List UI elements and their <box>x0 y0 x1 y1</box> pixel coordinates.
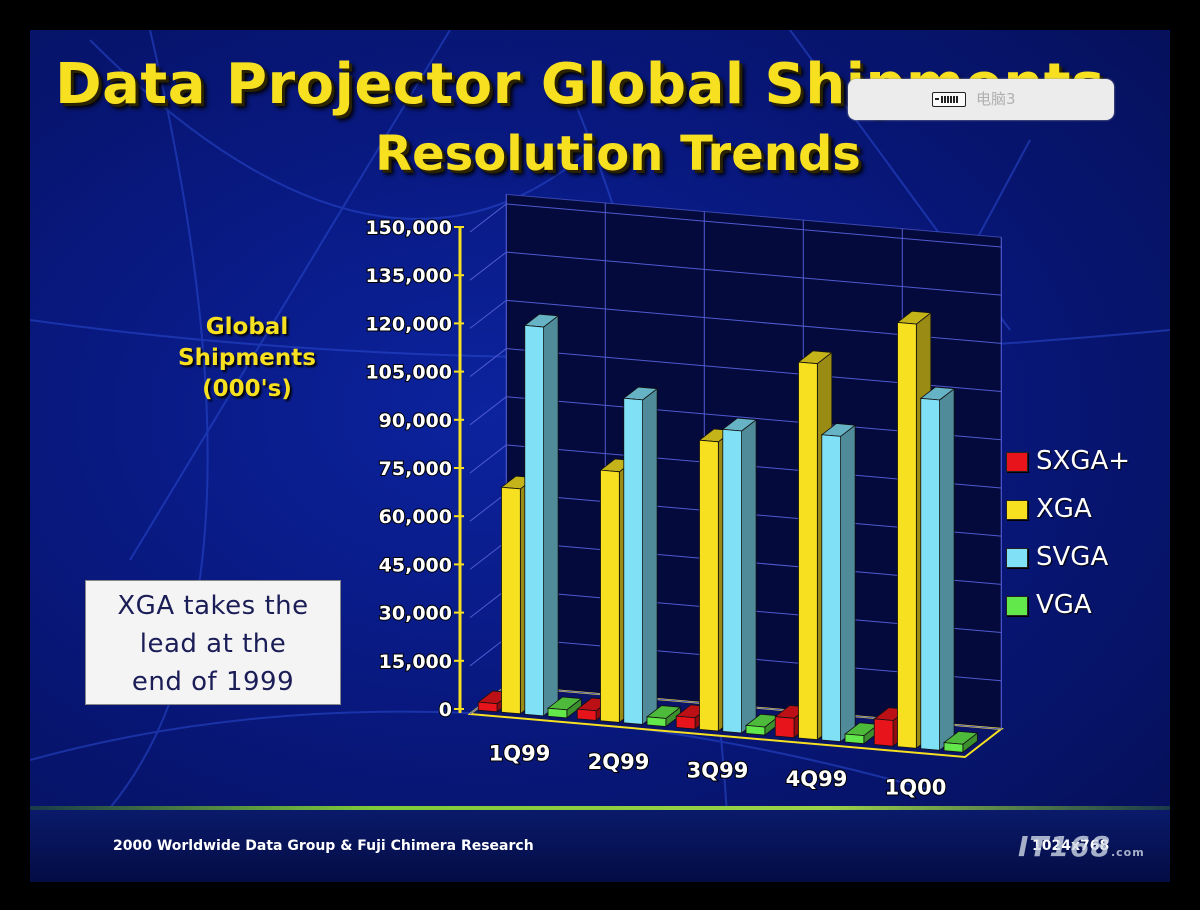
gridline <box>469 637 507 667</box>
y-tick-label: 45,000 <box>379 554 452 576</box>
source-credit: 2000 Worldwide Data Group & Fuji Chimera… <box>113 838 534 854</box>
gridline <box>506 203 1002 248</box>
bar-xga-1q00 <box>897 322 917 749</box>
y-axis-label-line: (000's) <box>202 376 292 402</box>
legend-swatch <box>1006 500 1028 520</box>
bar-sxga-plus-2q99 <box>576 708 597 721</box>
gridline <box>506 251 1002 296</box>
gridline <box>469 396 507 426</box>
gridline <box>469 444 507 474</box>
slide: Data Projector Global Shipments Resoluti… <box>30 30 1170 882</box>
legend-label: VGA <box>1036 590 1092 620</box>
gridline <box>469 203 507 233</box>
legend-swatch <box>1006 548 1028 568</box>
bar-side <box>840 424 856 743</box>
bar-svga-3q99 <box>722 428 742 734</box>
y-tick-label: 105,000 <box>365 362 452 384</box>
bar-vga-2q99 <box>646 716 667 727</box>
gridline <box>469 299 507 329</box>
bar-vga-1q99 <box>547 707 568 719</box>
legend-swatch <box>1006 452 1028 472</box>
slide-subtitle: Resolution Trends <box>375 126 861 182</box>
resolution-label: 1024x768 <box>1032 838 1110 854</box>
bar-side <box>741 418 757 734</box>
watermark-text: IT168 <box>1018 830 1111 863</box>
legend-swatch <box>1006 596 1028 616</box>
gridline <box>469 589 507 618</box>
y-tick-label: 60,000 <box>379 506 452 528</box>
y-tick-label: 30,000 <box>379 603 452 625</box>
x-tick-label: 1Q99 <box>489 741 551 765</box>
footer-divider <box>30 806 1170 810</box>
gridline <box>469 492 507 522</box>
callout-line: lead at the <box>139 629 287 659</box>
bar-xga-2q99 <box>600 469 620 723</box>
gridline <box>469 348 507 377</box>
bar-chart: 0 15,000 30,000 45,000 60,000 75,000 90,000 105… <box>364 193 1004 801</box>
watermark-suffix: .com <box>1110 846 1145 859</box>
y-axis-label-line: Shipments <box>178 345 316 371</box>
gridline <box>469 251 507 281</box>
bar-vga-3q99 <box>745 724 766 736</box>
bar-sxga-plus-4q99 <box>774 716 795 739</box>
x-tick-label: 2Q99 <box>588 750 650 774</box>
input-source-label: 电脑3 <box>976 90 1016 108</box>
y-tick-label: 90,000 <box>379 410 452 432</box>
bar-xga-1q99 <box>501 486 521 715</box>
bar-svga-1q99 <box>524 324 544 717</box>
y-tick-label: 75,000 <box>379 458 452 480</box>
bar-vga-4q99 <box>844 733 865 745</box>
bar-xga-3q99 <box>699 439 719 732</box>
bar-side <box>543 315 559 717</box>
y-tick-label: 135,000 <box>365 265 452 287</box>
y-axis-label: Global Shipments (000's) <box>162 312 332 405</box>
y-tick-label: 15,000 <box>379 651 452 673</box>
bar-svga-2q99 <box>623 397 643 725</box>
monitor-icon <box>932 92 966 107</box>
bar-xga-4q99 <box>798 361 818 741</box>
x-tick-label: 3Q99 <box>687 759 749 783</box>
legend-label: XGA <box>1036 494 1092 524</box>
bar-svga-1q00 <box>920 397 940 751</box>
y-tick-label: 0 <box>439 699 452 721</box>
bar-vga-1q00 <box>943 742 964 753</box>
bar-svga-4q99 <box>821 434 841 743</box>
bar-sxga-plus-1q00 <box>873 718 894 747</box>
gridline <box>469 540 507 570</box>
callout-line: end of 1999 <box>131 667 295 697</box>
bar-sxga-plus-1q99 <box>477 701 498 713</box>
y-tick-label: 150,000 <box>365 217 452 239</box>
callout-line: XGA takes the <box>117 591 309 621</box>
bar-sxga-plus-3q99 <box>675 715 696 730</box>
watermark-logo: IT168.com <box>1018 830 1145 863</box>
callout-box: XGA takes the lead at the end of 1999 <box>85 580 341 705</box>
bar-side <box>642 387 658 726</box>
input-source-osd: 电脑3 <box>848 79 1114 120</box>
x-tick-label: 4Q99 <box>786 767 848 791</box>
legend-label: SVGA <box>1036 542 1109 572</box>
y-tick-label: 120,000 <box>365 313 452 335</box>
x-tick-label: 1Q00 <box>885 776 947 800</box>
legend-label: SXGA+ <box>1036 446 1131 476</box>
y-axis-label-line: Global <box>205 314 289 340</box>
footer-band <box>30 810 1170 882</box>
bar-side <box>939 387 955 752</box>
